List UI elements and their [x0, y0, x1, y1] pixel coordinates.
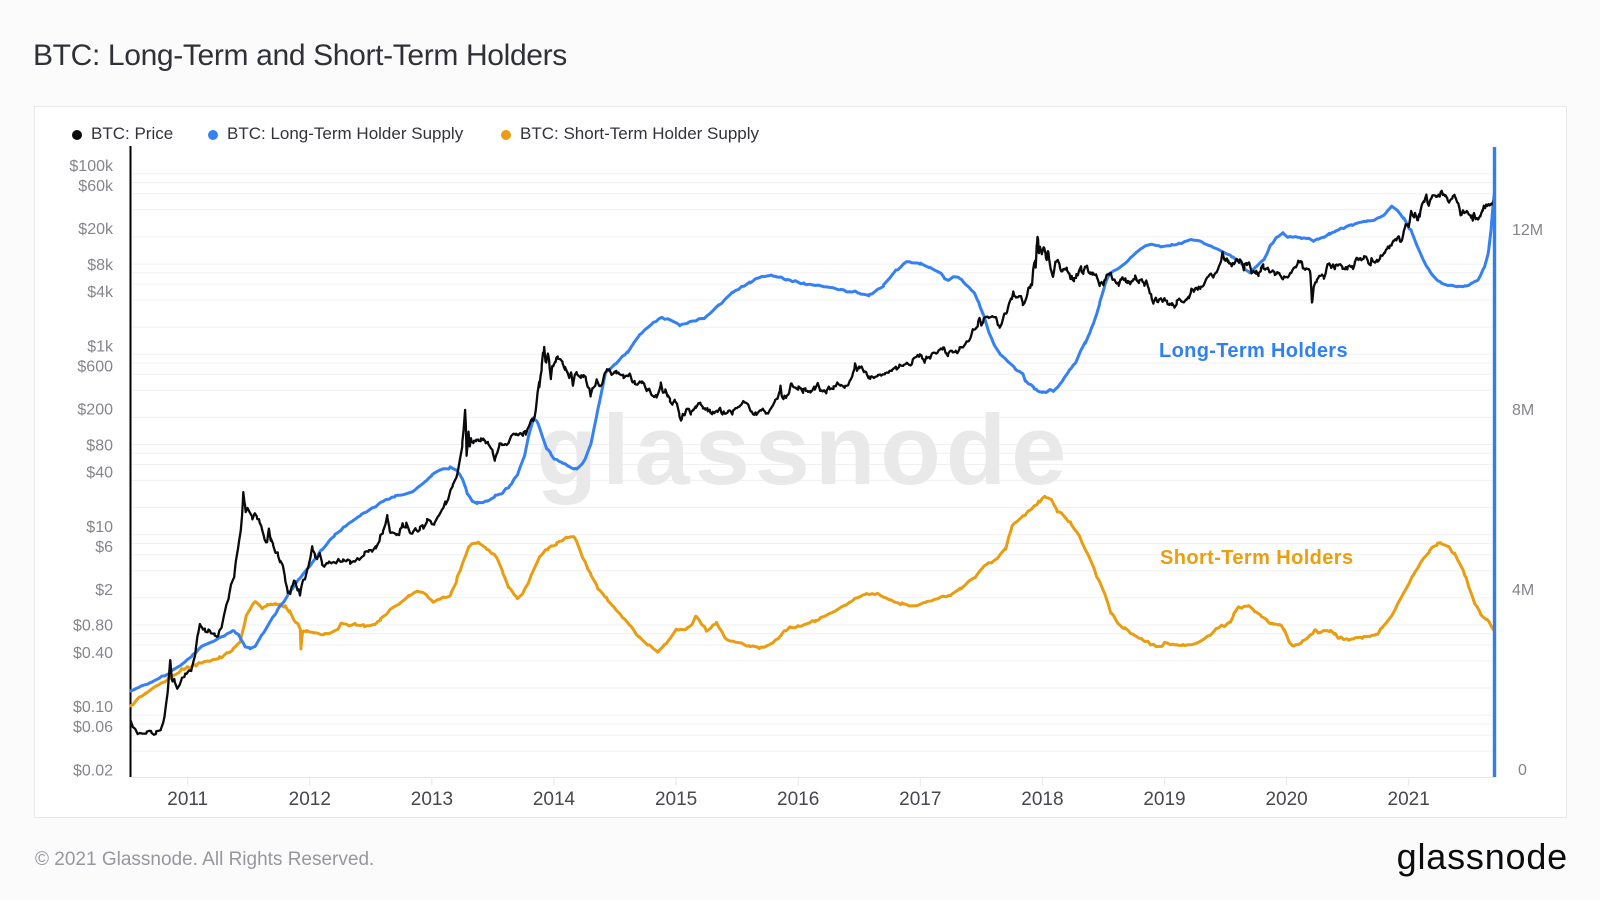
svg-text:$600: $600 — [77, 358, 113, 375]
svg-text:2015: 2015 — [655, 789, 697, 810]
svg-text:4M: 4M — [1512, 582, 1534, 599]
svg-text:$0.02: $0.02 — [73, 762, 113, 779]
svg-text:glassnode: glassnode — [537, 394, 1072, 505]
svg-text:$200: $200 — [77, 401, 113, 418]
svg-text:$6: $6 — [95, 539, 113, 556]
svg-text:$60k: $60k — [78, 178, 114, 195]
svg-text:$20k: $20k — [78, 221, 114, 238]
svg-text:$100k: $100k — [69, 158, 114, 175]
svg-text:$80: $80 — [86, 437, 113, 454]
svg-text:2012: 2012 — [289, 789, 331, 810]
svg-text:12M: 12M — [1512, 222, 1543, 239]
svg-text:2020: 2020 — [1265, 789, 1307, 810]
svg-text:2011: 2011 — [167, 789, 208, 810]
svg-text:$40: $40 — [86, 464, 113, 481]
svg-text:2021: 2021 — [1388, 789, 1430, 810]
svg-text:2018: 2018 — [1021, 789, 1063, 810]
svg-text:$10: $10 — [86, 519, 113, 536]
svg-text:$1k: $1k — [87, 338, 114, 355]
svg-text:0: 0 — [1518, 762, 1527, 779]
svg-text:8M: 8M — [1512, 402, 1534, 419]
svg-text:$0.06: $0.06 — [73, 719, 113, 736]
svg-text:2017: 2017 — [899, 789, 941, 810]
svg-text:Long-Term Holders: Long-Term Holders — [1159, 340, 1348, 362]
svg-text:$4k: $4k — [87, 284, 114, 301]
svg-text:2016: 2016 — [777, 789, 819, 810]
svg-text:Short-Term Holders: Short-Term Holders — [1160, 547, 1354, 569]
svg-text:2019: 2019 — [1143, 789, 1185, 810]
svg-text:$8k: $8k — [87, 257, 114, 274]
svg-text:$0.40: $0.40 — [73, 645, 113, 662]
svg-text:$0.80: $0.80 — [73, 618, 113, 635]
svg-text:2013: 2013 — [411, 789, 453, 810]
svg-text:$2: $2 — [95, 582, 113, 599]
svg-text:2014: 2014 — [533, 789, 576, 810]
svg-text:$0.10: $0.10 — [73, 699, 113, 716]
